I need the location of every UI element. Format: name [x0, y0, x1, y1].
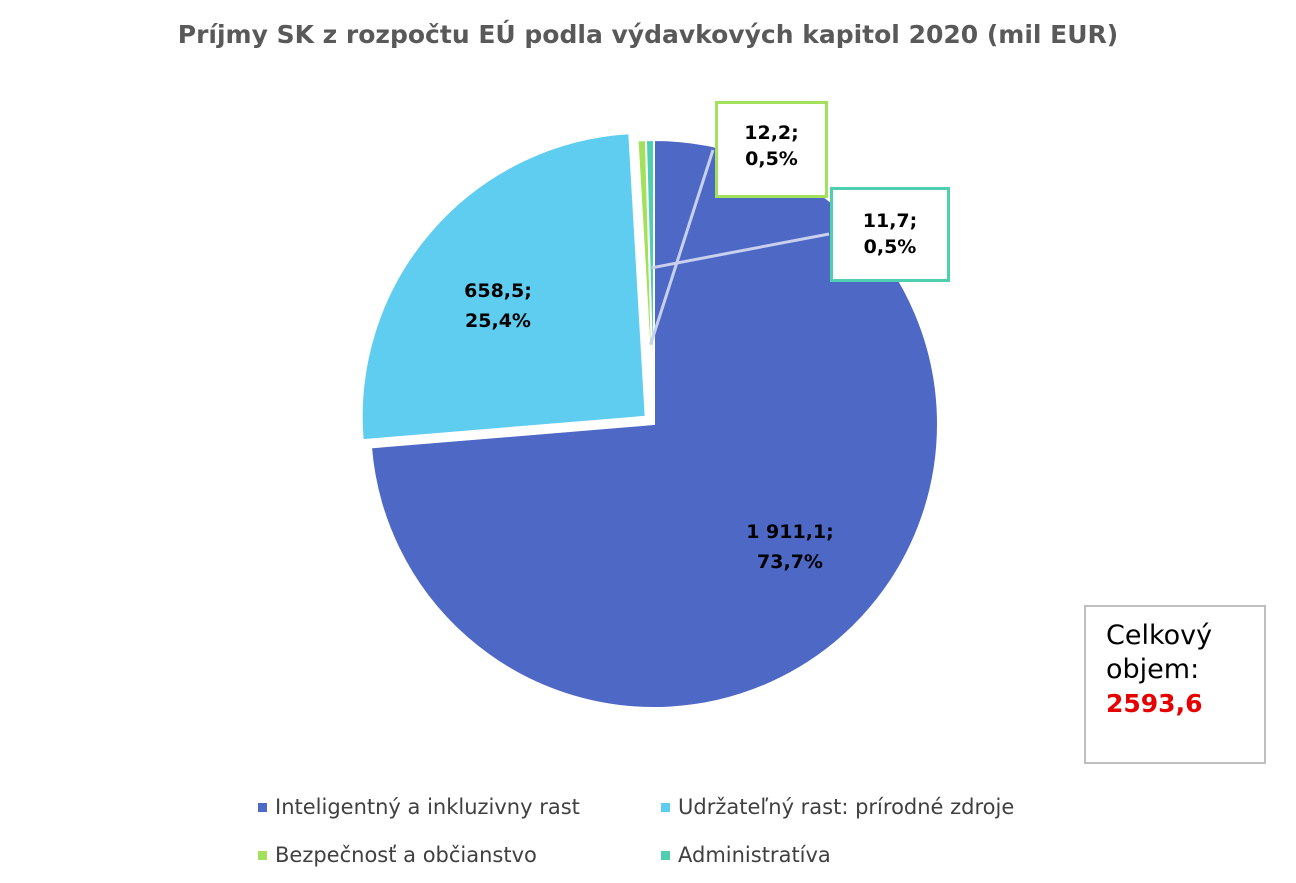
legend-swatch — [258, 802, 267, 812]
legend-swatch — [661, 850, 670, 860]
total-label-line1: Celkový — [1106, 620, 1213, 651]
leader-lines — [649, 149, 830, 346]
leader-administrativa — [651, 232, 830, 270]
legend-item-bezpecnost: Bezpečnosť a občianstvo — [258, 843, 537, 867]
slice-administrativa — [644, 138, 655, 425]
pie-slices — [360, 132, 939, 709]
legend-label: Administratíva — [678, 843, 831, 867]
label-inteligentny-percent: 73,7% — [757, 551, 823, 573]
legend-item-udrzatelny: Udržateľný rast: prírodné zdroje — [661, 795, 1014, 819]
total-label-line2: objem: — [1106, 654, 1200, 685]
callout-bezpecnost-percent: 0,5% — [745, 148, 798, 170]
leader-bezpecnost — [649, 149, 715, 346]
legend-swatch — [661, 802, 670, 812]
chart-title: Príjmy SK z rozpočtu EÚ podla výdavkovýc… — [177, 20, 1119, 49]
slice-udrzatelny — [360, 132, 647, 442]
legend-item-inteligentny: Inteligentný a inkluzivny rast — [258, 795, 580, 819]
legend-label: Inteligentný a inkluzivny rast — [275, 795, 580, 819]
legend-item-administrativa: Administratíva — [661, 843, 831, 867]
callout-bezpecnost: 12,2; 0,5% — [715, 101, 828, 198]
legend-label: Udržateľný rast: prírodné zdroje — [678, 795, 1015, 819]
callout-bezpecnost-value: 12,2; — [744, 122, 799, 144]
legend-label: Bezpečnosť a občianstvo — [275, 843, 537, 867]
total-value: 2593,6 — [1106, 689, 1203, 718]
label-udrzatelny-percent: 25,4% — [465, 310, 531, 332]
slice-labels: 1 911,1; 73,7% 658,5; 25,4% — [464, 280, 834, 573]
label-inteligentny-value: 1 911,1; — [746, 521, 834, 543]
label-udrzatelny-value: 658,5; — [464, 280, 532, 302]
total-box: Celkový objem: 2593,6 — [1084, 605, 1266, 764]
callout-administrativa-percent: 0,5% — [863, 236, 917, 258]
legend-swatch — [258, 850, 267, 860]
callout-administrativa: 11,7; 0,5% — [830, 187, 950, 282]
callout-administrativa-value: 11,7; — [862, 210, 918, 232]
